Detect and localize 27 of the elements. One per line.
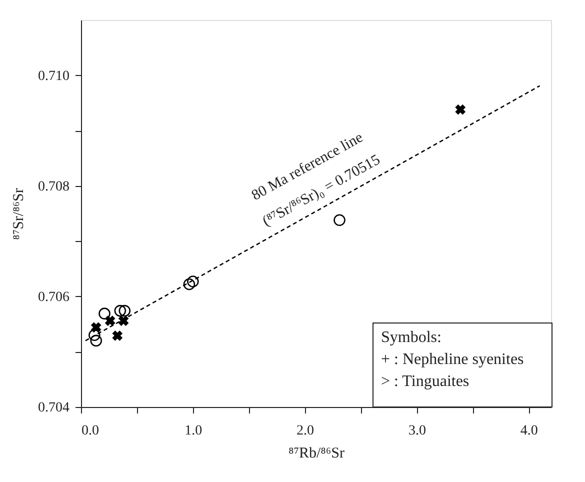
point	[112, 330, 123, 341]
x-tick-label: 4.0	[520, 424, 538, 438]
annotation: Symbols:	[381, 329, 442, 346]
x-tick-label: 1.0	[184, 424, 202, 438]
x-tick-label: 3.0	[408, 424, 426, 438]
point	[114, 304, 126, 317]
point	[90, 334, 102, 347]
y-tick-label: 0.710	[38, 68, 70, 84]
point	[90, 322, 102, 333]
point	[183, 278, 196, 290]
point	[118, 304, 131, 317]
y-axis-title: ⁸⁷Sr/⁸⁶Sr	[11, 188, 27, 240]
y-tick-label: 0.706	[38, 290, 70, 305]
y-tick-label: 0.704	[38, 400, 70, 416]
point	[187, 276, 199, 288]
point	[88, 329, 100, 342]
x-tick-label: 0.0	[82, 424, 99, 438]
x-axis-title: ⁸⁷Rb/⁸⁶Sr	[288, 446, 344, 462]
annotation: + : Nepheline syenites	[381, 351, 524, 368]
point	[104, 316, 116, 326]
point	[455, 104, 466, 115]
annotation: > : Tinguaites	[381, 373, 470, 390]
x-tick-label: 2.0	[296, 424, 314, 438]
y-tick-label: 0.708	[38, 179, 70, 194]
point	[98, 308, 110, 320]
point	[334, 214, 346, 226]
point	[118, 316, 129, 326]
